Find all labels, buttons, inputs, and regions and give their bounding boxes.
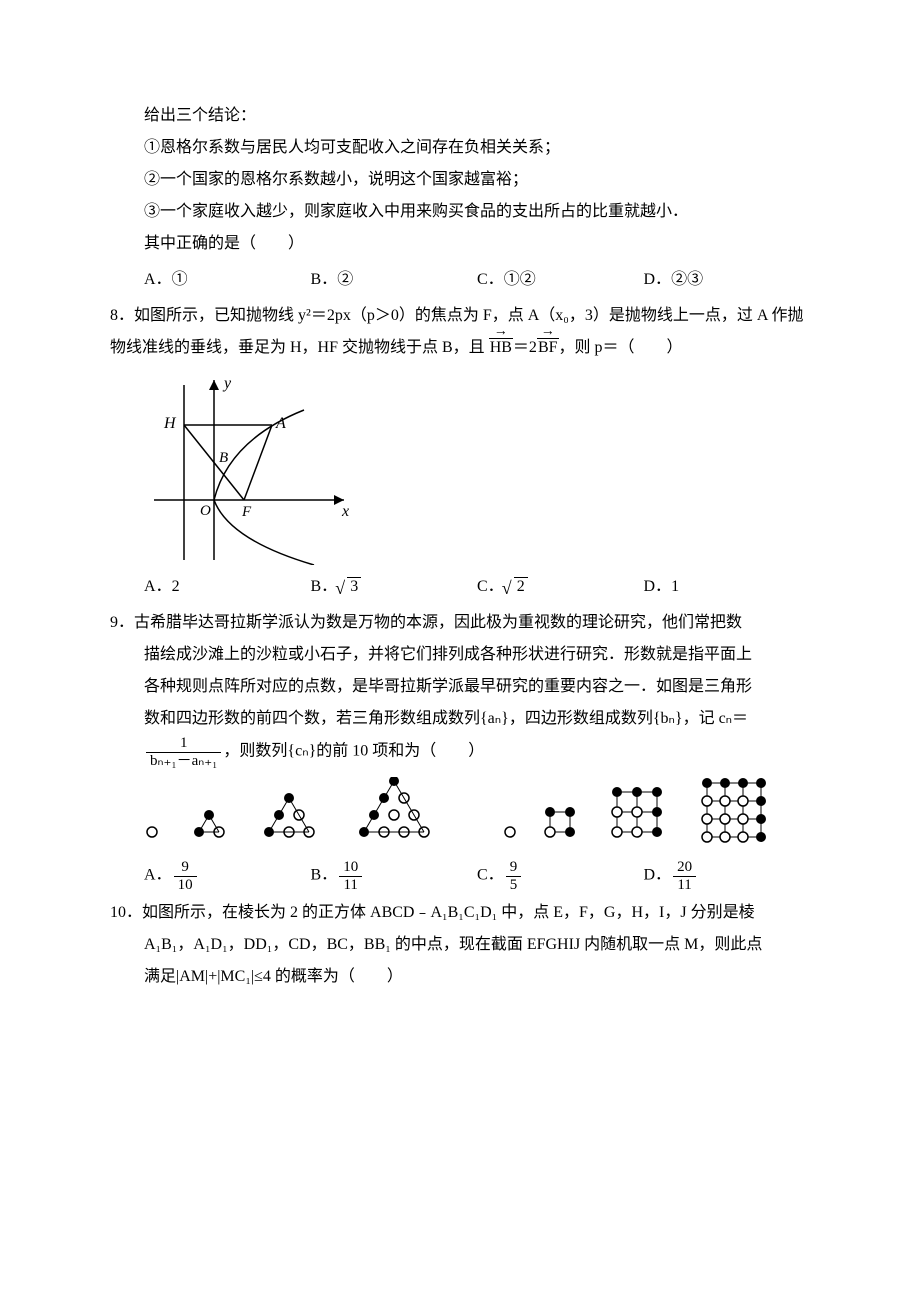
q10: 10．如图所示，在棱长为 2 的正方体 ABCD﹣A₁B₁C₁D₁ 中，点 E，… xyxy=(110,897,810,993)
q9-options: A．910 B．1011 C．95 D．2011 xyxy=(110,859,810,893)
q7-line-2: ①恩格尔系数与居民人均可支配收入之间存在负相关关系； xyxy=(110,132,810,164)
q7-line-3: ②一个国家的恩格尔系数越小，说明这个国家越富裕； xyxy=(110,164,810,196)
q8-options: A．2 B．3 C．2 D．1 xyxy=(110,571,810,603)
q8-stem-mid: ＝2 xyxy=(513,339,537,356)
q9-opt-b: B．1011 xyxy=(311,859,478,893)
q9-opt-a: A．910 xyxy=(144,859,311,893)
q9-number: 9． xyxy=(110,614,134,631)
svg-text:B: B xyxy=(219,450,228,466)
q7-line-1: 给出三个结论： xyxy=(110,100,810,132)
square-diagram xyxy=(502,777,810,851)
svg-text:y: y xyxy=(222,375,232,392)
q7-opt-b-val: ② xyxy=(337,271,353,288)
q7-opt-d-val: ②③ xyxy=(671,271,703,288)
q9-d-den: 11 xyxy=(673,877,696,894)
q9-frac-den: bₙ₊₁－aₙ₊₁ xyxy=(146,753,221,770)
triangular-diagram xyxy=(144,777,482,851)
q8-opt-c: C．2 xyxy=(477,571,644,603)
q9-stem-after: ，则数列{cₙ}的前 10 项和为（ ） xyxy=(223,743,484,760)
svg-text:F: F xyxy=(241,504,252,520)
q9-c-num: 9 xyxy=(506,859,522,877)
q9-l3: 各种规则点阵所对应的点数，是毕哥拉斯学派最早研究的重要内容之一．如图是三角形 xyxy=(110,671,810,703)
q9-a-den: 10 xyxy=(174,877,197,894)
q8: 8．如图所示，已知抛物线 y²＝2px（p＞0）的焦点为 F，点 A（x₀，3）… xyxy=(110,300,810,603)
q9-l4: 数和四边形数的前四个数，若三角形数组成数列{aₙ}，四边形数组成数列{bₙ}，记… xyxy=(110,703,810,735)
q8-opt-b-val: 3 xyxy=(347,577,361,595)
q9-figure-row xyxy=(110,777,810,851)
q9-opt-c: C．95 xyxy=(477,859,644,893)
svg-text:x: x xyxy=(341,503,349,520)
q9: 9．古希腊毕达哥拉斯学派认为数是万物的本源，因此极为重视数的理论研究，他们常把数… xyxy=(110,607,810,893)
q7-opt-c: C．①② xyxy=(477,264,644,296)
q8-opt-a: A．2 xyxy=(144,571,311,603)
q8-opt-b: B．3 xyxy=(311,571,478,603)
q9-frac-num: 1 xyxy=(146,735,221,753)
q7-opt-d: D．②③ xyxy=(644,264,811,296)
q9-l2: 描绘成沙滩上的沙粒或小石子，并将它们排列成各种形状进行研究．形数就是指平面上 xyxy=(110,639,810,671)
q8-figure: H A B O F x y xyxy=(110,370,810,565)
q9-b-num: 10 xyxy=(339,859,362,877)
q9-c-den: 5 xyxy=(506,877,522,894)
q9-cn-fraction: 1 bₙ₊₁－aₙ₊₁ xyxy=(144,735,223,769)
q10-number: 10． xyxy=(110,904,142,921)
q8-number: 8． xyxy=(110,307,134,324)
svg-text:H: H xyxy=(163,415,177,432)
q10-l2: A₁B₁，A₁D₁，DD₁，CD，BC，BB₁ 的中点，现在截面 EFGHIJ … xyxy=(110,929,810,961)
svg-text:O: O xyxy=(200,503,211,519)
q9-frac-line: 1 bₙ₊₁－aₙ₊₁ ，则数列{cₙ}的前 10 项和为（ ） xyxy=(110,735,810,769)
q8-opt-c-val: 2 xyxy=(514,577,528,595)
q7-opt-c-val: ①② xyxy=(504,271,536,288)
q8-opt-d-val: 1 xyxy=(671,578,679,595)
q9-stem: 9．古希腊毕达哥拉斯学派认为数是万物的本源，因此极为重视数的理论研究，他们常把数 xyxy=(110,607,810,639)
q7-opt-a: A．① xyxy=(144,264,311,296)
q9-d-num: 20 xyxy=(673,859,696,877)
q10-l3: 满足|AM|+|MC₁|≤4 的概率为（ ） xyxy=(110,961,810,993)
q10-stem: 10．如图所示，在棱长为 2 的正方体 ABCD﹣A₁B₁C₁D₁ 中，点 E，… xyxy=(110,897,810,929)
q10-l1: 如图所示，在棱长为 2 的正方体 ABCD﹣A₁B₁C₁D₁ 中，点 E，F，G… xyxy=(142,904,755,921)
q8-stem-1: 如图所示，已知抛物线 y²＝2px（p＞0）的焦点为 F，点 A（x₀，3）是抛… xyxy=(110,307,804,356)
q7-opt-b: B．② xyxy=(311,264,478,296)
q7-opt-a-val: ① xyxy=(172,271,188,288)
q8-opt-a-val: 2 xyxy=(172,578,180,595)
q9-opt-d: D．2011 xyxy=(644,859,811,893)
q9-a-num: 9 xyxy=(174,859,197,877)
q8-stem: 8．如图所示，已知抛物线 y²＝2px（p＞0）的焦点为 F，点 A（x₀，3）… xyxy=(110,300,810,364)
q7-options: A．① B．② C．①② D．②③ xyxy=(110,264,810,296)
q9-l1: 古希腊毕达哥拉斯学派认为数是万物的本源，因此极为重视数的理论研究，他们常把数 xyxy=(134,614,742,631)
q7-line-5: 其中正确的是（ ） xyxy=(110,228,810,260)
q8-opt-d: D．1 xyxy=(644,571,811,603)
q7-continuation: 给出三个结论： ①恩格尔系数与居民人均可支配收入之间存在负相关关系； ②一个国家… xyxy=(110,100,810,296)
q8-stem-2: ，则 p＝（ ） xyxy=(559,339,683,356)
q7-line-4: ③一个家庭收入越少，则家庭收入中用来购买食品的支出所占的比重就越小． xyxy=(110,196,810,228)
q9-b-den: 11 xyxy=(339,877,362,894)
svg-text:A: A xyxy=(275,415,286,432)
